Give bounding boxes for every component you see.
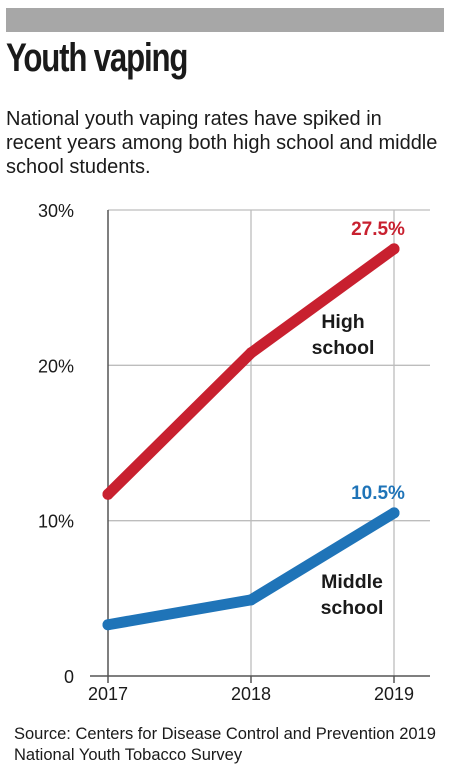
data-label-middle-school: 10.5% [351,483,405,504]
chart-axes: 0 10% 20% 30% 2017 2018 2019 [38,201,430,704]
header-bar [6,8,444,32]
source-note: Source: Centers for Disease Control and … [14,725,436,764]
data-point-middle-school [102,619,114,631]
x-tick-label: 2018 [231,684,271,704]
y-tick-label: 10% [38,512,74,532]
page-title: Youth vaping [6,36,188,80]
line-chart: 0 10% 20% 30% 2017 2018 2019 27.5% High school 10… [38,201,430,704]
data-point-middle-school [388,507,400,519]
chart-series [102,243,400,631]
series-name-middle-school: Middle school [321,571,384,619]
y-tick-label: 0 [64,667,74,687]
data-point-middle-school [245,594,257,606]
data-point-high-school [102,488,114,500]
x-tick-label: 2017 [88,684,128,704]
y-tick-label: 30% [38,201,74,221]
page-subtitle: National youth vaping rates have spiked … [6,108,438,178]
data-point-high-school [388,243,400,255]
series-name-high-school: High school [312,311,375,359]
data-point-high-school [245,347,257,359]
x-tick-label: 2019 [374,684,414,704]
y-tick-label: 20% [38,356,74,376]
chart-labels: 27.5% High school 10.5% Middle school [312,219,405,619]
data-label-high-school: 27.5% [351,219,405,240]
